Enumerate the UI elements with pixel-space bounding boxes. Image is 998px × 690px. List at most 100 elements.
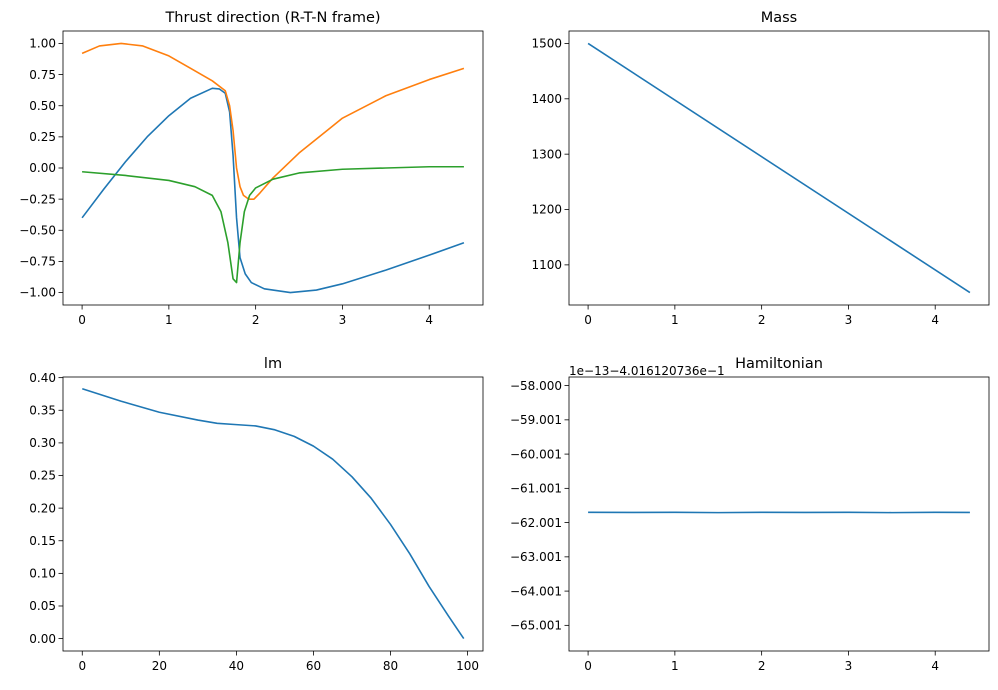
hamiltonian-x-tick-label: 3 — [845, 659, 853, 673]
mass-x-tick: 4 — [931, 305, 939, 327]
mass-y-tick-label: 1300 — [531, 147, 562, 161]
mass-x-tick-label: 0 — [584, 313, 592, 327]
lm-y-tick: 0.25 — [29, 469, 63, 483]
subplot-hamiltonian: 0 1 2 3 4 −58.000 −59.001 −60.001 −61.001 −62.001… — [510, 356, 990, 673]
mass-y-tick: 1500 — [531, 37, 569, 51]
lm-x-tick: 60 — [306, 651, 321, 673]
lm-x-tick-label: 80 — [383, 659, 398, 673]
hamiltonian-x-tick: 0 — [584, 651, 592, 673]
hamiltonian-y-tick: −65.001 — [510, 619, 569, 633]
thrust-x-tick: 3 — [339, 305, 347, 327]
hamiltonian-x-tick-label: 4 — [931, 659, 939, 673]
hamiltonian-title: Hamiltonian — [735, 356, 823, 372]
thrust-x-tick: 0 — [78, 305, 86, 327]
thrust-y-tick-label: 0.25 — [29, 130, 56, 144]
thrust-y-tick-label: −0.25 — [19, 192, 56, 206]
lm-y-tick-label: 0.10 — [29, 567, 56, 581]
subplot-lm: 0 20 40 60 80 100 0.00 0.05 0.10 0.15 0.20 0.25 0.30… — [29, 356, 484, 673]
lm-y-tick-label: 0.00 — [29, 632, 56, 646]
hamiltonian-offset-text: 1e−13−4.016120736e−1 — [569, 364, 725, 378]
mass-y-tick-label: 1200 — [531, 203, 562, 217]
hamiltonian-y-tick: −58.000 — [510, 379, 569, 393]
lm-y-tick: 0.00 — [29, 632, 63, 646]
hamiltonian-y-tick-label: −59.001 — [510, 413, 562, 427]
hamiltonian-x-tick-label: 1 — [671, 659, 679, 673]
lm-x-tick-label: 20 — [152, 659, 167, 673]
mass-x-tick: 1 — [671, 305, 679, 327]
lm-y-tick-label: 0.35 — [29, 403, 56, 417]
mass-series-line-0 — [587, 42, 971, 294]
thrust-y-tick: 0.25 — [29, 130, 63, 144]
subplot-mass: 0 1 2 3 4 1100 1200 1300 1400 1500 Mass — [531, 10, 990, 327]
hamiltonian-y-tick-label: −64.001 — [510, 584, 562, 598]
thrust-y-tick-label: −0.50 — [19, 223, 56, 237]
hamiltonian-y-tick: −64.001 — [510, 584, 569, 598]
thrust-y-tick-label: 1.00 — [29, 37, 56, 51]
hamiltonian-x-tick: 1 — [671, 651, 679, 673]
lm-x-tick-label: 100 — [456, 659, 479, 673]
thrust-y-tick: 0.75 — [29, 68, 63, 82]
lm-axes-frame — [62, 376, 484, 652]
lm-x-tick: 20 — [152, 651, 167, 673]
thrust-y-tick: −1.00 — [19, 286, 63, 300]
mass-x-tick: 2 — [758, 305, 766, 327]
thrust-y-tick-label: −1.00 — [19, 286, 56, 300]
mass-y-tick: 1400 — [531, 92, 569, 106]
thrust-series-line-2 — [82, 165, 464, 284]
hamiltonian-axes-frame — [568, 376, 990, 652]
mass-y-tick-label: 1400 — [531, 92, 562, 106]
thrust-y-tick: −0.50 — [19, 223, 63, 237]
hamiltonian-y-tick: −60.001 — [510, 447, 569, 461]
thrust-title: Thrust direction (R-T-N frame) — [164, 10, 380, 26]
lm-title: lm — [264, 356, 282, 372]
hamiltonian-y-tick-label: −58.000 — [510, 379, 562, 393]
hamiltonian-y-tick-label: −60.001 — [510, 447, 562, 461]
thrust-y-tick: −0.75 — [19, 255, 63, 269]
thrust-x-tick-label: 1 — [165, 313, 173, 327]
hamiltonian-x-tick: 4 — [931, 651, 939, 673]
lm-x-tick-label: 60 — [306, 659, 321, 673]
thrust-y-tick: 0.00 — [29, 161, 63, 175]
mass-axes-frame — [568, 30, 990, 306]
hamiltonian-x-tick: 3 — [845, 651, 853, 673]
lm-x-tick: 0 — [78, 651, 86, 673]
mass-x-tick-label: 3 — [845, 313, 853, 327]
mass-y-tick: 1300 — [531, 147, 569, 161]
lm-y-tick: 0.20 — [29, 501, 63, 515]
lm-y-tick-label: 0.15 — [29, 534, 56, 548]
thrust-x-tick: 1 — [165, 305, 173, 327]
lm-x-tick: 80 — [383, 651, 398, 673]
mass-x-tick: 3 — [845, 305, 853, 327]
hamiltonian-x-tick-label: 2 — [758, 659, 766, 673]
thrust-axes-frame — [62, 30, 484, 306]
thrust-x-tick: 4 — [425, 305, 433, 327]
lm-x-tick-label: 0 — [78, 659, 86, 673]
mass-y-tick-label: 1100 — [531, 258, 562, 272]
hamiltonian-y-tick: −59.001 — [510, 413, 569, 427]
mass-x-tick-label: 2 — [758, 313, 766, 327]
thrust-x-tick-label: 3 — [339, 313, 347, 327]
hamiltonian-x-tick: 2 — [758, 651, 766, 673]
lm-y-tick: 0.30 — [29, 436, 63, 450]
lm-x-tick: 40 — [229, 651, 244, 673]
thrust-x-tick-label: 2 — [252, 313, 260, 327]
lm-y-tick: 0.05 — [29, 599, 63, 613]
hamiltonian-y-tick-label: −62.001 — [510, 516, 562, 530]
mass-title: Mass — [761, 10, 798, 26]
mass-y-tick: 1100 — [531, 258, 569, 272]
lm-y-tick-label: 0.05 — [29, 599, 56, 613]
thrust-x-tick-label: 4 — [425, 313, 433, 327]
thrust-y-tick-label: 0.75 — [29, 68, 56, 82]
thrust-y-tick: 1.00 — [29, 37, 63, 51]
lm-y-tick: 0.40 — [29, 371, 63, 385]
thrust-x-tick: 2 — [252, 305, 260, 327]
mass-x-tick-label: 1 — [671, 313, 679, 327]
mass-y-tick-label: 1500 — [531, 37, 562, 51]
mass-x-tick-label: 4 — [931, 313, 939, 327]
hamiltonian-y-tick: −62.001 — [510, 516, 569, 530]
subplot-thrust: 0 1 2 3 4 −1.00 −0.75 −0.50 −0.25 0.00 0.25 0.50 0.7… — [19, 10, 484, 327]
thrust-y-tick-label: 0.50 — [29, 99, 56, 113]
thrust-x-tick-label: 0 — [78, 313, 86, 327]
lm-y-tick: 0.10 — [29, 567, 63, 581]
